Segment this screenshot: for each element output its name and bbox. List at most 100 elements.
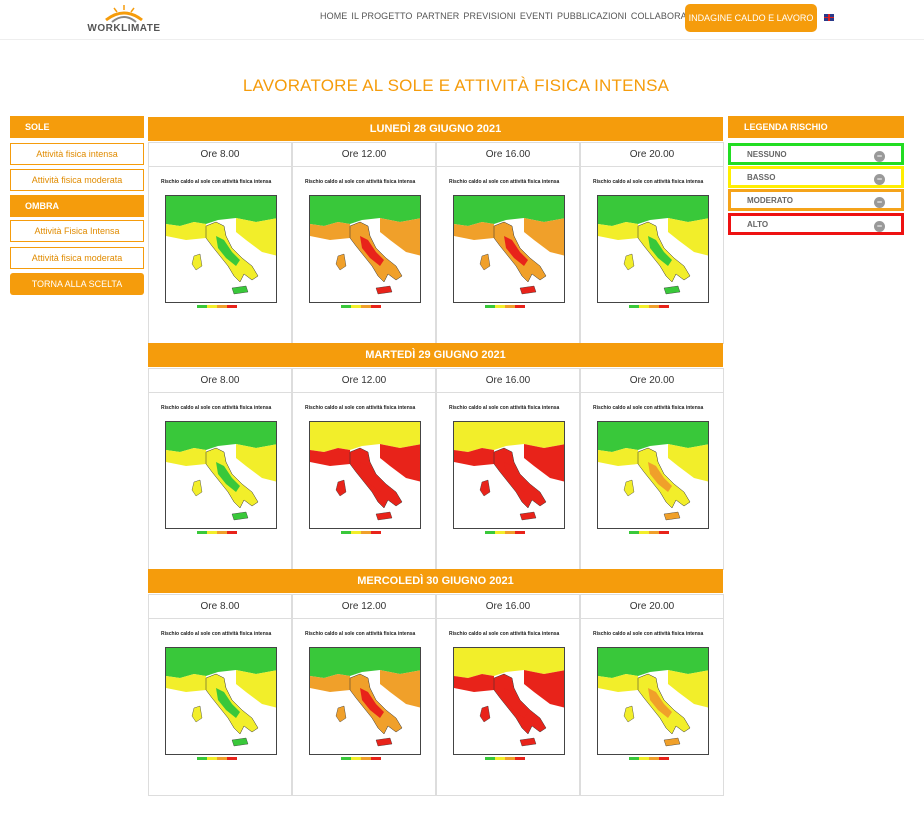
map-title: Rischio caldo al sole con attività fisic… — [161, 631, 272, 636]
forecast-cell: Ore 20.00 Rischio caldo al sole con attiv… — [580, 368, 724, 570]
time-label: Ore 8.00 — [149, 143, 291, 167]
legend-item-alto[interactable]: ALTO − — [728, 213, 904, 235]
italy-map-plot — [597, 647, 709, 755]
ombra-moderata-button[interactable]: Attività fisica moderata — [10, 247, 144, 269]
nav-pubblicazioni[interactable]: PUBBLICAZIONI — [557, 11, 627, 21]
collapse-icon[interactable]: − — [874, 151, 885, 162]
ombra-heading: OMBRA — [10, 195, 144, 217]
time-label: Ore 12.00 — [293, 595, 435, 619]
risk-map[interactable]: Rischio caldo al sole con attività fisic… — [303, 397, 425, 541]
forecast-cell: Ore 20.00 Rischio caldo al sole con attiv… — [580, 142, 724, 344]
map-color-scale — [341, 757, 381, 760]
risk-map[interactable]: Rischio caldo al sole con attività fisic… — [591, 397, 713, 541]
italy-map-icon — [166, 422, 276, 528]
italy-map-icon — [598, 648, 708, 754]
map-title: Rischio caldo al sole con attività fisic… — [449, 179, 560, 184]
english-flag-icon[interactable] — [824, 14, 834, 21]
collapse-icon[interactable]: − — [874, 197, 885, 208]
day-heading: MERCOLEDÌ 30 GIUGNO 2021 — [148, 569, 723, 593]
risk-map[interactable]: Rischio caldo al sole con attività fisic… — [303, 171, 425, 315]
risk-map[interactable]: Rischio caldo al sole con attività fisic… — [447, 171, 569, 315]
italy-map-icon — [310, 422, 420, 528]
time-label: Ore 20.00 — [581, 595, 723, 619]
forecast-cell: Ore 16.00 Rischio caldo al sole con attiv… — [436, 368, 580, 570]
legend-item-nessuno[interactable]: NESSUNO − — [728, 143, 904, 165]
site-header: WORKLIMATE HOME IL PROGETTO PARTNER PREV… — [0, 0, 924, 40]
time-label: Ore 12.00 — [293, 143, 435, 167]
map-color-scale — [341, 531, 381, 534]
back-to-choice-button[interactable]: TORNA ALLA SCELTA — [10, 273, 144, 295]
italy-map-plot — [309, 421, 421, 529]
legend-label: NESSUNO — [747, 149, 787, 159]
risk-map[interactable]: Rischio caldo al sole con attività fisic… — [447, 397, 569, 541]
nav-eventi[interactable]: EVENTI — [519, 11, 554, 21]
legend-label: BASSO — [747, 172, 776, 182]
map-title: Rischio caldo al sole con attività fisic… — [305, 179, 416, 184]
map-title: Rischio caldo al sole con attività fisic… — [593, 631, 704, 636]
time-label: Ore 8.00 — [149, 595, 291, 619]
legend-label: MODERATO — [747, 195, 793, 205]
risk-map[interactable]: Rischio caldo al sole con attività fisic… — [591, 171, 713, 315]
map-color-scale — [629, 757, 669, 760]
forecast-cell: Ore 16.00 Rischio caldo al sole con attiv… — [436, 142, 580, 344]
legend-item-moderato[interactable]: MODERATO − — [728, 189, 904, 211]
risk-map[interactable]: Rischio caldo al sole con attività fisic… — [159, 171, 281, 315]
sun-logo-icon — [105, 5, 143, 23]
time-label: Ore 20.00 — [581, 369, 723, 393]
forecast-cell: Ore 12.00 Rischio caldo al sole con attiv… — [292, 594, 436, 796]
survey-button[interactable]: INDAGINE CALDO E LAVORO — [685, 4, 817, 32]
nav-home[interactable]: HOME — [320, 11, 348, 21]
forecast-cell: Ore 12.00 Rischio caldo al sole con attiv… — [292, 368, 436, 570]
italy-map-plot — [453, 195, 565, 303]
italy-map-plot — [165, 195, 277, 303]
worklimate-logo[interactable]: WORKLIMATE — [84, 4, 164, 36]
map-title: Rischio caldo al sole con attività fisic… — [161, 179, 272, 184]
sole-intensa-button[interactable]: Attività fisica intensa — [10, 143, 144, 165]
map-color-scale — [485, 531, 525, 534]
forecast-cell: Ore 8.00 Rischio caldo al sole con attivi… — [148, 142, 292, 344]
time-label: Ore 16.00 — [437, 369, 579, 393]
forecast-cell: Ore 16.00 Rischio caldo al sole con attiv… — [436, 594, 580, 796]
italy-map-plot — [309, 195, 421, 303]
legend-label: ALTO — [747, 219, 769, 229]
sole-moderata-button[interactable]: Attività fisica moderata — [10, 169, 144, 191]
forecast-cell: Ore 12.00 Rischio caldo al sole con attiv… — [292, 142, 436, 344]
sole-heading: SOLE — [10, 116, 144, 138]
nav-partner[interactable]: PARTNER — [416, 11, 460, 21]
risk-map[interactable]: Rischio caldo al sole con attività fisic… — [591, 623, 713, 767]
day-heading: MARTEDÌ 29 GIUGNO 2021 — [148, 343, 723, 367]
italy-map-plot — [165, 421, 277, 529]
map-title: Rischio caldo al sole con attività fisic… — [305, 405, 416, 410]
risk-map[interactable]: Rischio caldo al sole con attività fisic… — [447, 623, 569, 767]
forecast-cell: Ore 8.00 Rischio caldo al sole con attivi… — [148, 368, 292, 570]
forecast-cell: Ore 20.00 Rischio caldo al sole con attiv… — [580, 594, 724, 796]
italy-map-icon — [598, 196, 708, 302]
map-color-scale — [485, 305, 525, 308]
risk-map[interactable]: Rischio caldo al sole con attività fisic… — [159, 397, 281, 541]
map-title: Rischio caldo al sole con attività fisic… — [449, 405, 560, 410]
nav-previsioni[interactable]: PREVISIONI — [463, 11, 516, 21]
time-label: Ore 16.00 — [437, 143, 579, 167]
nav-il-progetto[interactable]: IL PROGETTO — [351, 11, 413, 21]
legend-item-basso[interactable]: BASSO − — [728, 166, 904, 188]
risk-map[interactable]: Rischio caldo al sole con attività fisic… — [303, 623, 425, 767]
nav-collaborazioni[interactable]: COLLABORAZIONI — [630, 11, 712, 21]
italy-map-plot — [597, 421, 709, 529]
ombra-intensa-button[interactable]: Attività Fisica Intensa — [10, 220, 144, 242]
italy-map-icon — [454, 648, 564, 754]
map-color-scale — [197, 531, 237, 534]
collapse-icon[interactable]: − — [874, 221, 885, 232]
collapse-icon[interactable]: − — [874, 174, 885, 185]
risk-map[interactable]: Rischio caldo al sole con attività fisic… — [159, 623, 281, 767]
page-title: LAVORATORE AL SOLE E ATTIVITÀ FISICA INT… — [242, 76, 670, 95]
italy-map-plot — [453, 421, 565, 529]
italy-map-plot — [165, 647, 277, 755]
map-title: Rischio caldo al sole con attività fisic… — [593, 179, 704, 184]
italy-map-icon — [454, 422, 564, 528]
main-nav: HOME IL PROGETTO PARTNER PREVISIONI EVEN… — [320, 11, 715, 21]
italy-map-icon — [598, 422, 708, 528]
italy-map-icon — [166, 196, 276, 302]
italy-map-plot — [309, 647, 421, 755]
map-color-scale — [629, 305, 669, 308]
map-color-scale — [341, 305, 381, 308]
